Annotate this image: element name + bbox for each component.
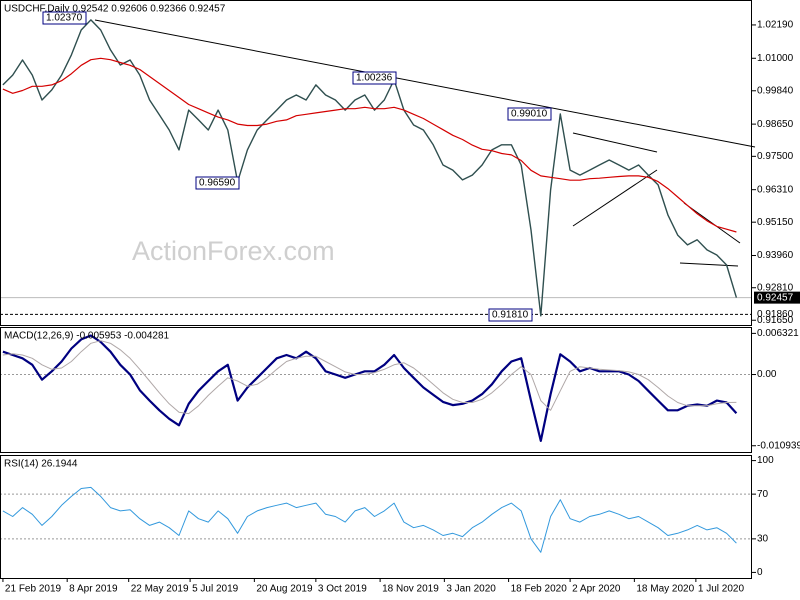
y-tick-label: 0.96310 <box>757 184 794 195</box>
plot <box>2 19 738 317</box>
x-tick-label: 1 Jul 2020 <box>698 584 745 595</box>
x-tick-label: 3 Oct 2019 <box>318 584 367 595</box>
annotation: 0.99010 <box>511 109 548 120</box>
price-label: 0.92457 <box>757 292 794 303</box>
panel-title: USDCHF,Daily 0.92542 0.92606 0.92366 0.9… <box>4 4 226 15</box>
annotation-box <box>507 107 552 121</box>
y-tick-label: 1.01000 <box>757 53 794 64</box>
annotation-box <box>352 71 397 85</box>
x-tick-label: 22 May 2019 <box>131 584 189 595</box>
panel-title: MACD(12,26,9) -0.005953 -0.004281 <box>4 331 170 342</box>
trendline <box>572 132 658 153</box>
x-tick-label: 18 May 2020 <box>636 584 694 595</box>
y-tick-label: 100 <box>757 455 774 466</box>
y-tick-label: 0 <box>757 567 763 578</box>
trendline <box>679 262 739 267</box>
y-tick-label: 30 <box>757 534 769 545</box>
annotation-box <box>488 308 533 322</box>
y-tick-label: 0.93960 <box>757 250 794 261</box>
y-tick-label: 0.00 <box>757 369 777 380</box>
annotation: 0.91810 <box>492 310 529 321</box>
plot <box>2 486 737 553</box>
annotation: 1.00236 <box>356 73 393 84</box>
x-tick-label: 5 Jul 2019 <box>192 584 239 595</box>
panel-title: RSI(14) 26.1944 <box>4 459 78 470</box>
y-tick-label: 1.02190 <box>757 20 794 31</box>
x-tick-label: 20 Aug 2019 <box>256 584 313 595</box>
y-tick-label: 0.92810 <box>757 282 794 293</box>
series-line <box>2 340 737 415</box>
series-line <box>2 334 738 442</box>
y-tick-label: 0.97500 <box>757 151 794 162</box>
series-line <box>2 19 738 317</box>
trendline <box>94 19 756 148</box>
annotation-box <box>195 176 240 190</box>
panel-border <box>0 327 752 453</box>
trendline <box>572 169 658 227</box>
panel-border <box>0 455 752 579</box>
x-tick-label: 8 Apr 2019 <box>69 584 118 595</box>
series-line <box>2 57 737 233</box>
y-tick-label: 0.99840 <box>757 85 794 96</box>
watermark: ActionForex.com <box>132 236 335 266</box>
y-tick-label: 0.006321 <box>757 328 799 339</box>
x-tick-label: 18 Feb 2020 <box>511 584 568 595</box>
plot <box>2 334 738 442</box>
panel-border <box>0 0 752 326</box>
x-tick-label: 2 Apr 2020 <box>572 584 621 595</box>
annotation: 0.96590 <box>199 178 236 189</box>
y-tick-label: 0.95150 <box>757 217 794 228</box>
price-tag <box>754 291 800 304</box>
x-tick-label: 18 Nov 2019 <box>382 584 439 595</box>
x-tick-label: 3 Jan 2020 <box>446 584 496 595</box>
y-tick-label: 0.91650 <box>757 315 794 326</box>
annotation: 1.02370 <box>46 13 83 24</box>
x-tick-label: 21 Feb 2019 <box>5 584 62 595</box>
y-tick-label: 0.98650 <box>757 119 794 130</box>
y-tick-label: -0.010939 <box>757 440 800 451</box>
price-label: 0.91860 <box>757 309 794 320</box>
series-line <box>2 486 737 553</box>
y-tick-label: 70 <box>757 489 769 500</box>
annotation-box <box>42 11 87 25</box>
